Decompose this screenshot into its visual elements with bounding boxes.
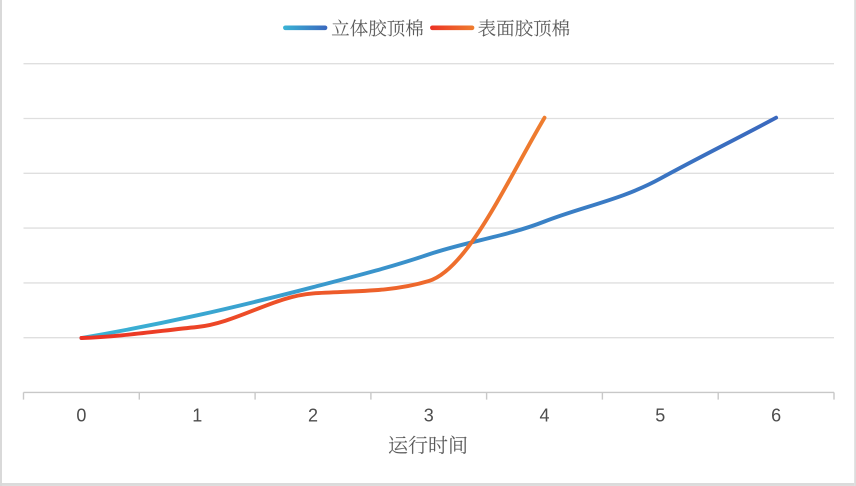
svg-text:2: 2 bbox=[308, 406, 318, 426]
svg-text:1: 1 bbox=[192, 406, 202, 426]
svg-text:0: 0 bbox=[76, 406, 86, 426]
svg-text:3: 3 bbox=[424, 406, 434, 426]
svg-text:6: 6 bbox=[771, 406, 781, 426]
svg-text:4: 4 bbox=[539, 406, 549, 426]
svg-text:5: 5 bbox=[655, 406, 665, 426]
